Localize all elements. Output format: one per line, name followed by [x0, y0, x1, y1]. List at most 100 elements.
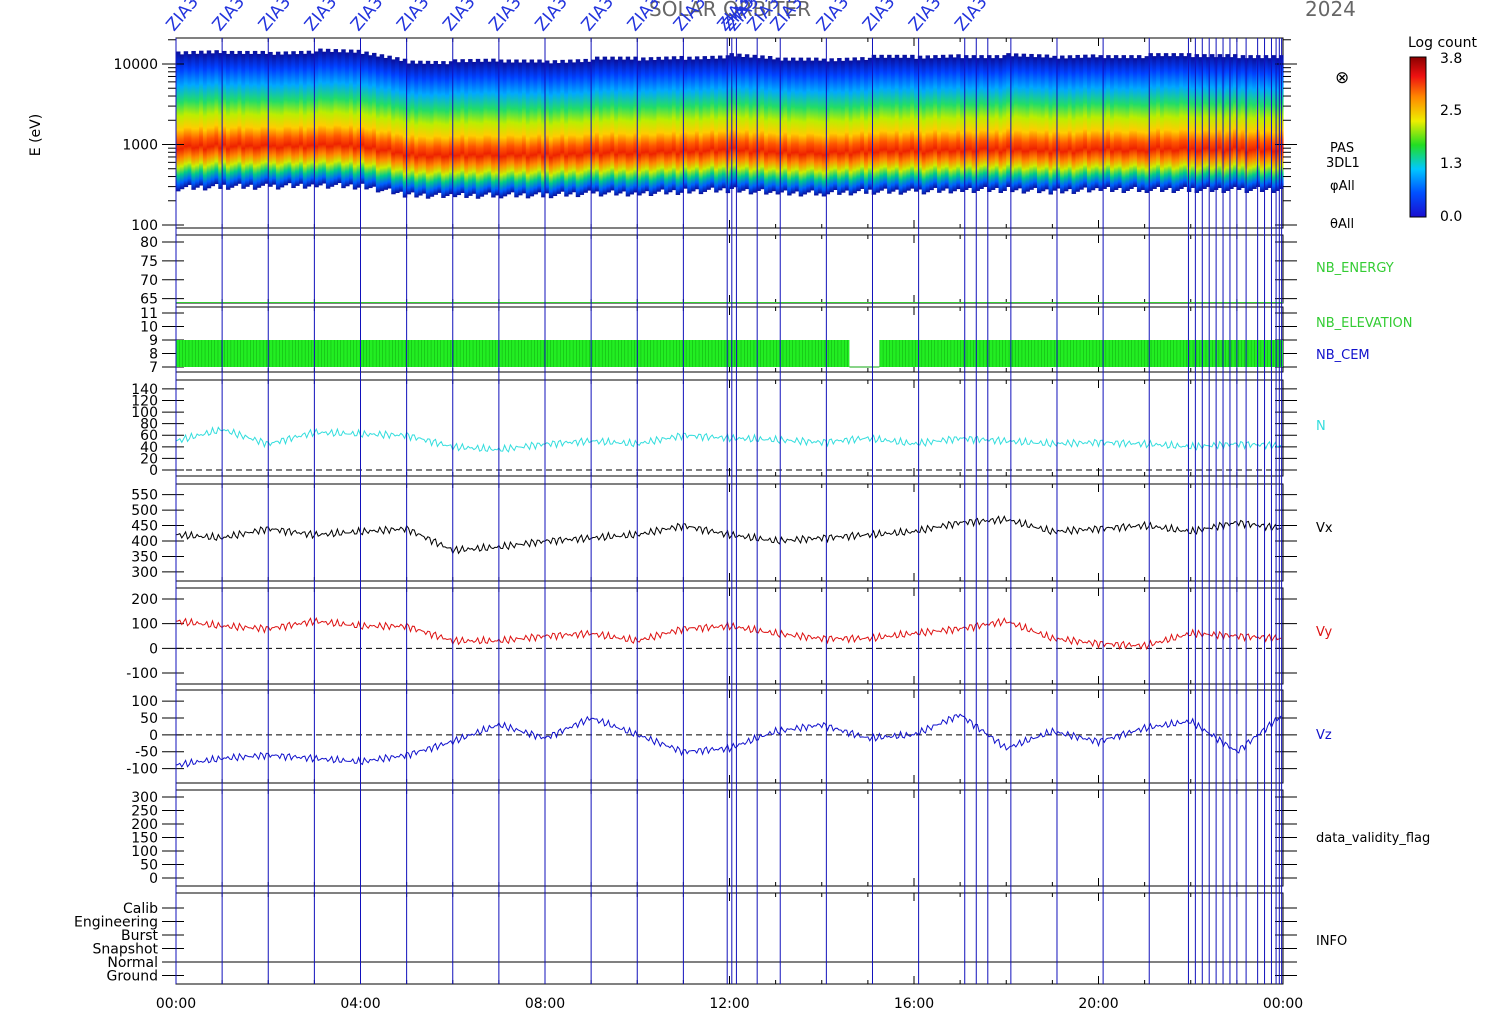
- spectrogram-column: [295, 54, 300, 186]
- spectrogram-column: [864, 59, 869, 194]
- spectrogram-column: [856, 60, 861, 192]
- spectrogram-column: [844, 57, 850, 191]
- spectrogram-column: [1194, 54, 1200, 193]
- spectrogram-column: [752, 54, 758, 193]
- spectrogram-column: [275, 51, 281, 190]
- spectrogram-column: [1136, 55, 1142, 192]
- spectrogram-column: [383, 57, 389, 190]
- info-ytick-label: Snapshot: [93, 942, 159, 958]
- spectrogram-column: [495, 61, 500, 196]
- nb-elevation-band: [176, 340, 850, 367]
- spectrogram-column: [867, 57, 873, 190]
- spectrogram-column: [925, 55, 930, 193]
- n-ytick-label: 120: [131, 393, 158, 409]
- spectrogram-column: [983, 58, 988, 187]
- nb-elev-ytick-label: 11: [140, 306, 158, 322]
- spectrogram-column: [1106, 55, 1111, 187]
- spectrogram-column: [1056, 58, 1061, 189]
- spectrogram-column: [798, 57, 804, 197]
- spectrogram-column: [310, 53, 315, 185]
- spectrogram-column: [445, 64, 450, 197]
- spectrogram-column: [1040, 57, 1046, 192]
- spectrogram-column: [556, 63, 561, 194]
- nb-elevation-band: [879, 340, 1283, 367]
- spectrogram-column: [395, 57, 400, 194]
- spectrogram-column: [210, 53, 216, 187]
- energy-label-3dl1: 3DL1: [1326, 156, 1360, 171]
- spectrogram-column: [825, 61, 831, 195]
- spectrogram-column: [422, 63, 427, 194]
- spectrogram-column: [225, 53, 231, 190]
- spectrogram-column: [1090, 54, 1096, 191]
- spectrogram-column: [460, 59, 465, 194]
- energy-label-phi: φAll: [1330, 179, 1355, 194]
- spectrogram-column: [272, 54, 277, 185]
- spectrogram-column: [514, 59, 519, 198]
- spectrogram-column: [491, 58, 496, 198]
- dv-ytick-label: 100: [131, 844, 158, 860]
- spectrogram-column: [418, 60, 423, 196]
- spectrogram-column: [571, 62, 577, 193]
- panel-frame-n: [175, 379, 1284, 477]
- n-ytick-label: 140: [131, 382, 158, 398]
- spectrogram-column: [756, 58, 761, 191]
- spectrogram-column: [668, 59, 673, 193]
- vx-ytick-label: 450: [131, 519, 158, 535]
- spectrogram-column: [1190, 57, 1196, 188]
- spectrogram-column: [1025, 56, 1030, 192]
- spectrogram-column: [990, 58, 996, 190]
- spectrogram-column: [1148, 53, 1153, 191]
- spectrogram-column: [802, 60, 807, 195]
- spectrogram-column: [252, 50, 258, 190]
- spectrogram-column: [237, 50, 242, 184]
- vz-ytick-label: -50: [135, 745, 158, 761]
- spectrogram-column: [1113, 55, 1119, 190]
- spectrogram-column: [629, 59, 635, 195]
- spectrogram-column: [487, 61, 492, 193]
- vz-ytick-label: -100: [126, 762, 158, 778]
- spectrogram-column: [702, 56, 708, 192]
- spectrogram-column: [568, 59, 573, 195]
- spectrogram-column: [352, 52, 358, 190]
- info-label: INFO: [1316, 934, 1347, 949]
- spectrogram-column: [644, 60, 650, 192]
- spectrogram-column: [302, 53, 308, 189]
- spectrogram-column: [583, 58, 588, 193]
- vy-ytick-label: 100: [131, 617, 158, 633]
- spectrogram-column: [341, 49, 346, 189]
- spectrogram-column: [245, 50, 250, 187]
- spectrogram-column: [425, 60, 431, 199]
- n-ytick-label: 20: [140, 451, 158, 467]
- vz-series-line: [175, 713, 1282, 768]
- spectrogram-column: [748, 57, 754, 195]
- spectrogram-column: [664, 56, 669, 195]
- spectrogram-column: [268, 51, 273, 187]
- spectrogram-column: [356, 49, 362, 188]
- spectrogram-column: [1263, 55, 1269, 190]
- spectrogram-column: [1202, 54, 1207, 189]
- vy-ytick-label: 200: [131, 592, 158, 608]
- x-tick-label: 00:00: [1263, 996, 1303, 1012]
- n-ytick-label: 80: [140, 417, 158, 433]
- vx-ytick-label: 550: [131, 488, 158, 504]
- spectrogram-column: [1063, 58, 1069, 192]
- nb-energy-ytick-label: 65: [140, 292, 158, 308]
- spectrogram-column: [1144, 56, 1150, 193]
- spectrogram-column: [506, 59, 512, 195]
- event-marker-label: ZIA3: [859, 0, 899, 35]
- spectrogram-column: [914, 58, 919, 192]
- spectrogram-column: [598, 59, 604, 197]
- panel-frame-vy: [175, 587, 1284, 685]
- spectrogram-column: [233, 53, 239, 186]
- spectrogram-column: [206, 50, 212, 189]
- spectrogram-column: [176, 51, 181, 192]
- spectrogram-column: [1121, 55, 1127, 193]
- spectrogram-column: [498, 59, 504, 199]
- spectrogram-column: [291, 51, 296, 189]
- event-marker-label: ZIA3: [532, 0, 572, 35]
- event-marker-label: ZIA3: [301, 0, 341, 35]
- direction-symbol-icon: ⊗: [1335, 68, 1349, 88]
- colorbar-tick-min: 0.0: [1440, 209, 1462, 225]
- spectrogram-column: [191, 50, 196, 190]
- spectrogram-column: [471, 61, 477, 194]
